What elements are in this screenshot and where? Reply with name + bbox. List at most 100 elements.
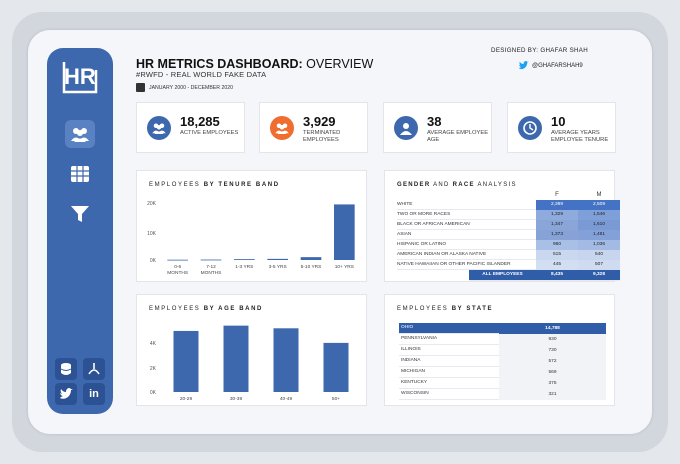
y-tick-label: 4K: [150, 341, 157, 347]
table-row: WISCONSIN 321: [399, 389, 606, 400]
nav-table-button[interactable]: [65, 160, 95, 188]
gender-race-table: F M WHITE 2,399 2,509 TWO OR MORE RACES 1,32…: [397, 191, 620, 281]
bar: [167, 259, 188, 261]
state-table: OHIO 14,788 PENNSYLVANIA 930 ILLINOIS 730 INDI…: [399, 323, 606, 403]
y-tick-label: 20K: [147, 201, 157, 207]
state-name: ILLINOIS: [401, 347, 421, 352]
x-tick-label: 20-29: [180, 396, 193, 402]
column-header-f: F: [555, 192, 559, 198]
hr-logo: HR: [62, 62, 98, 94]
row-label: NATIVE HAWAIIAN OR OTHER PACIFIC ISLANDE…: [397, 262, 511, 267]
cell-f: 445: [536, 260, 578, 270]
state-name: OHIO: [401, 325, 414, 330]
svg-text:HR: HR: [64, 64, 96, 89]
people-icon: [270, 116, 294, 140]
state-name: MICHIGAN: [401, 369, 425, 374]
bar: [323, 342, 349, 392]
card-title: EMPLOYEES BY TENURE BAND: [149, 182, 280, 188]
x-tick-label: 5-10 YRS: [301, 264, 322, 270]
total-row: ALL EMPLOYEES 8,435 9,328: [469, 270, 620, 281]
twitter-button[interactable]: [55, 383, 77, 405]
age-band-card: EMPLOYEES BY AGE BAND 0K 2K 4K 20-29 30-39 40…: [136, 294, 367, 406]
table-row: ASIAN 1,373 1,481: [397, 230, 620, 240]
database-button[interactable]: [55, 358, 77, 380]
bar: [267, 258, 288, 260]
row-label: HISPANIC OR LATINO: [397, 242, 447, 247]
gender-race-card: GENDER AND RACE ANALYSIS F M WHITE 2,399 2…: [384, 170, 620, 282]
person-icon: [394, 116, 418, 140]
x-tick-label: 1-3 YRS: [235, 264, 253, 270]
row-label: TWO OR MORE RACES: [397, 212, 451, 217]
bar: [273, 328, 299, 392]
cell-m: 1,481: [578, 230, 620, 240]
acrobat-icon: [88, 363, 100, 375]
x-tick-label: 3-5 YRS: [269, 264, 287, 270]
tenure-band-card: EMPLOYEES BY TENURE BAND 0K 10K 20K 0-6 MONT…: [136, 170, 367, 282]
date-range: JANUARY 2000 - DECEMBER 2020: [136, 83, 233, 92]
calendar-icon: [136, 83, 145, 92]
table-row: INDIANA 572: [399, 356, 606, 367]
table-row: WHITE 2,399 2,509: [397, 200, 620, 210]
card-title: EMPLOYEES BY STATE: [397, 306, 494, 312]
nav-filter-button[interactable]: [65, 200, 95, 228]
cell-m: 1,610: [578, 220, 620, 230]
kpi-active-employees: 18,285 ACTIVE EMPLOYEES: [136, 102, 245, 153]
page-subtitle: #RWFD - REAL WORLD FAKE DATA: [136, 70, 267, 79]
x-tick-label: 10+ YRS: [335, 264, 354, 270]
kpi-terminated-employees: 3,929 TERMINATED EMPLOYEES: [259, 102, 368, 153]
state-value: 572: [499, 356, 606, 367]
y-tick-label: 10K: [147, 231, 157, 237]
card-title: EMPLOYEES BY AGE BAND: [149, 306, 263, 312]
table-row: MICHIGAN 569: [399, 367, 606, 378]
people-icon: [147, 116, 171, 140]
state-value: 730: [499, 345, 606, 356]
x-tick-label: 50+: [332, 396, 340, 402]
cell-f: 1,347: [536, 220, 578, 230]
row-label: WHITE: [397, 202, 413, 207]
nav-people-button[interactable]: [65, 120, 95, 148]
table-row: BLACK OR AFRICAN AMERICAN 1,347 1,610: [397, 220, 620, 230]
table-row: AMERICAN INDIAN OR ALASKA NATIVE 515 540: [397, 250, 620, 260]
cell-f: 515: [536, 250, 578, 260]
kpi-label: ACTIVE EMPLOYEES: [180, 130, 239, 136]
total-label: ALL EMPLOYEES: [482, 272, 523, 277]
cell-f: 1,373: [536, 230, 578, 240]
bar: [234, 259, 255, 260]
table-row: OHIO 14,788: [399, 323, 606, 334]
row-label: AMERICAN INDIAN OR ALASKA NATIVE: [397, 252, 487, 257]
page-title: HR METRICS DASHBOARD: OVERVIEW: [136, 57, 374, 71]
table-row: ILLINOIS 730: [399, 345, 606, 356]
table-row: PENNSYLVANIA 930: [399, 334, 606, 345]
cell-f: 1,329: [536, 210, 578, 220]
y-tick-label: 2K: [150, 366, 157, 372]
bar: [200, 259, 222, 261]
kpi-label: TERMINATED EMPLOYEES: [303, 130, 341, 143]
table-icon: [71, 166, 89, 182]
cell-f: 960: [536, 240, 578, 250]
x-tick-label: 30-39: [230, 396, 243, 402]
y-tick-label: 0K: [150, 258, 157, 264]
state-value: 375: [499, 378, 606, 389]
twitter-icon: [519, 61, 529, 70]
table-row: KENTUCKY 375: [399, 378, 606, 389]
database-icon: [60, 363, 72, 375]
clock-icon: [518, 116, 542, 140]
cell-m: 507: [578, 260, 620, 270]
state-name: KENTUCKY: [401, 380, 428, 385]
sidebar: HR in: [47, 48, 113, 414]
cell-f: 2,399: [536, 200, 578, 210]
twitter-handle[interactable]: @GHAFARSHAH9: [518, 61, 583, 70]
acrobat-button[interactable]: [83, 358, 105, 380]
cell-m: 540: [578, 250, 620, 260]
cell-m: 1,546: [578, 210, 620, 220]
bar: [173, 330, 199, 392]
row-label: ASIAN: [397, 232, 412, 237]
total-m: 9,328: [592, 272, 605, 277]
linkedin-button[interactable]: in: [83, 383, 105, 405]
column-header-m: M: [596, 192, 602, 198]
table-row: HISPANIC OR LATINO 960 1,036: [397, 240, 620, 250]
kpi-value: 38: [427, 114, 442, 129]
kpi-value: 3,929: [303, 114, 336, 129]
x-tick-label: 40-49: [280, 396, 293, 402]
cell-m: 1,036: [578, 240, 620, 250]
